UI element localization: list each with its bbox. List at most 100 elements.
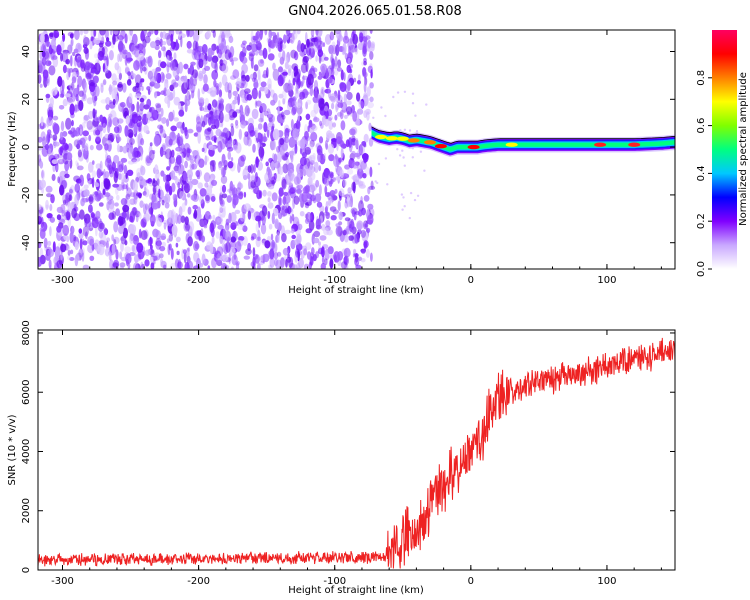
spectrogram-noise-blob bbox=[128, 215, 134, 223]
spectrogram-noise-blob bbox=[59, 170, 67, 181]
spectrogram-noise-blob bbox=[138, 108, 144, 115]
spectrogram-noise-blob bbox=[98, 222, 105, 230]
spectrogram-noise-blob bbox=[159, 235, 167, 241]
spectrogram-noise-blob bbox=[164, 202, 170, 209]
spectrogram-noise-blob bbox=[339, 169, 344, 179]
spectrogram-noise-blob bbox=[232, 111, 238, 118]
spectrogram-noise-blob bbox=[188, 180, 193, 191]
spectrogram-noise-blob bbox=[370, 41, 376, 49]
spectrogram-noise-blob bbox=[98, 231, 104, 239]
spectrogram-noise-blob bbox=[48, 148, 52, 155]
spectrogram-noise-blob bbox=[210, 124, 217, 130]
spectrogram-noise-blob bbox=[352, 30, 356, 36]
spectrogram-noise-blob bbox=[130, 232, 134, 242]
spectrogram-noise-blob bbox=[95, 134, 101, 142]
spectrogram-noise-blob bbox=[161, 199, 165, 206]
spectrogram-noise-blob bbox=[181, 82, 189, 94]
spectrogram-noise-blob bbox=[100, 232, 107, 244]
spectrogram-noise-blob bbox=[246, 44, 252, 51]
spectrogram-noise-blob bbox=[106, 237, 111, 242]
spectrogram-noise-blob bbox=[45, 60, 52, 67]
spectrogram-noise-blob bbox=[195, 170, 201, 178]
spectrogram-noise-blob bbox=[238, 236, 245, 241]
spectrogram-noise-blob bbox=[245, 248, 252, 255]
spectrogram-noise-blob bbox=[307, 73, 314, 86]
spectrogram-noise-blob bbox=[246, 94, 253, 101]
spectrogram-noise-blob bbox=[307, 212, 311, 222]
spectrogram-noise-blob bbox=[323, 153, 327, 160]
spectrogram-noise-blob bbox=[72, 130, 78, 137]
spectrogram-noise-blob bbox=[77, 140, 83, 145]
spectrogram-noise-blob bbox=[137, 132, 143, 145]
spectrogram-x-tick-label: -200 bbox=[187, 275, 210, 286]
spectrogram-noise-blob bbox=[163, 222, 167, 230]
spectrogram-noise-blob bbox=[363, 61, 367, 66]
spectrogram-noise-blob bbox=[255, 129, 259, 139]
spectrogram-noise-blob bbox=[283, 109, 291, 116]
spectrogram-noise-blob bbox=[191, 69, 199, 79]
spectrogram-noise-blob bbox=[45, 204, 49, 209]
spectrogram-noise-blob bbox=[94, 191, 99, 196]
spectrogram-faint-point bbox=[402, 196, 405, 199]
spectrogram-noise-blob bbox=[99, 30, 106, 36]
spectrogram-noise-blob bbox=[348, 200, 352, 208]
spectrogram-noise-blob bbox=[275, 39, 278, 49]
spectrogram-noise-blob bbox=[162, 173, 167, 183]
spectrogram-noise-blob bbox=[113, 126, 120, 134]
spectrogram-noise-blob bbox=[323, 211, 330, 216]
spectrogram-noise-blob bbox=[178, 109, 185, 117]
spectrogram-noise-blob bbox=[221, 193, 228, 199]
spectrogram-noise-blob bbox=[88, 110, 94, 120]
spectrogram-noise-blob bbox=[152, 150, 156, 155]
spectrogram-noise-blob bbox=[278, 43, 283, 52]
spectrogram-noise-blob bbox=[267, 122, 275, 128]
snr-x-ticks: -300 -200 -100 0 100 bbox=[51, 330, 662, 587]
spectrogram-noise-blob bbox=[316, 145, 323, 156]
spectrogram-noise-blob bbox=[145, 179, 152, 184]
spectrogram-noise-blob bbox=[358, 200, 364, 212]
spectrogram-noise-blob bbox=[113, 154, 120, 164]
spectrogram-noise-blob bbox=[291, 30, 298, 40]
spectrogram-noise-blob bbox=[184, 160, 189, 169]
spectrogram-noise-blob bbox=[146, 86, 151, 91]
spectrogram-noise-blob bbox=[111, 210, 117, 220]
spectrogram-noise-blob bbox=[285, 38, 293, 44]
spectrogram-noise-blob bbox=[318, 184, 322, 196]
spectrogram-noise-blob bbox=[65, 60, 69, 64]
spectrogram-noise-blob bbox=[183, 77, 189, 90]
spectrogram-noise-blob bbox=[184, 132, 189, 140]
spectrogram-noise-blob bbox=[228, 212, 232, 224]
spectrogram-noise-blob bbox=[252, 253, 258, 260]
spectrogram-noise-blob bbox=[210, 195, 216, 202]
spectrogram-noise-blob bbox=[145, 113, 151, 124]
spectrogram-noise-blob bbox=[111, 234, 115, 242]
spectrogram-noise-blob bbox=[105, 240, 109, 250]
spectrogram-noise-blob bbox=[117, 81, 124, 92]
spectrogram-noise-blob bbox=[281, 233, 287, 243]
spectrogram-noise-blob bbox=[173, 165, 180, 172]
spectrogram-noise-blob bbox=[93, 53, 99, 59]
spectrogram-noise-blob bbox=[233, 252, 237, 260]
spectrogram-noise-blob bbox=[157, 239, 161, 248]
spectrogram-noise-blob bbox=[140, 61, 143, 74]
spectrogram-noise-blob bbox=[86, 71, 92, 83]
spectrogram-noise-blob bbox=[103, 228, 109, 236]
spectrogram-noise-blob bbox=[127, 129, 134, 138]
spectrogram-noise-blob bbox=[60, 120, 65, 132]
spectrogram-noise-blob bbox=[100, 181, 104, 190]
spectrogram-noise-blob bbox=[218, 111, 224, 124]
spectrogram-noise-blob bbox=[269, 257, 275, 268]
spectrogram-noise-blob bbox=[150, 262, 155, 269]
spectrogram-noise-blob bbox=[325, 212, 330, 220]
spectrogram-noise-blob bbox=[230, 157, 234, 162]
spectrogram-noise-blob bbox=[268, 264, 272, 269]
spectrogram-noise-blob bbox=[162, 73, 165, 81]
spectrogram-noise-blob bbox=[367, 39, 371, 49]
spectrogram-noise-blob bbox=[120, 235, 127, 245]
spectrogram-noise-blob bbox=[192, 204, 198, 210]
spectrogram-noise-blob bbox=[309, 127, 315, 134]
spectrogram-noise-blob bbox=[140, 58, 147, 68]
spectrogram-noise-blob bbox=[340, 261, 348, 269]
spectrogram-noise-blob bbox=[219, 98, 224, 104]
